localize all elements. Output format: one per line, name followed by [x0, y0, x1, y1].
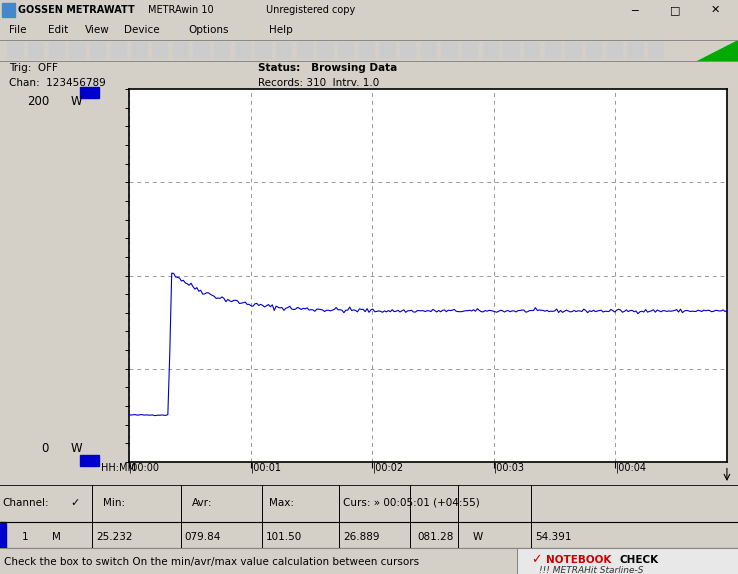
Bar: [627, 42, 644, 59]
Bar: [297, 42, 313, 59]
Bar: [503, 42, 520, 59]
Text: W: W: [71, 443, 83, 455]
Text: Edit: Edit: [48, 25, 68, 35]
Text: M: M: [52, 532, 61, 542]
Bar: [2, 3, 15, 17]
Text: Curs: » 00:05:01 (+04:55): Curs: » 00:05:01 (+04:55): [343, 498, 480, 508]
Text: W: W: [472, 532, 483, 542]
Bar: [131, 42, 148, 59]
Text: |00:00: |00:00: [129, 463, 160, 473]
Bar: [152, 42, 168, 59]
Bar: [483, 42, 499, 59]
Text: METRAwin 10: METRAwin 10: [148, 5, 213, 15]
Bar: [338, 42, 354, 59]
Bar: [524, 42, 540, 59]
Bar: [317, 42, 334, 59]
Text: |00:03: |00:03: [494, 463, 525, 473]
Text: |00:04: |00:04: [615, 463, 646, 473]
Text: Channel:: Channel:: [2, 498, 49, 508]
Text: 54.391: 54.391: [535, 532, 571, 542]
Text: Min:: Min:: [103, 498, 125, 508]
Bar: [545, 42, 561, 59]
Text: Trig:  OFF: Trig: OFF: [9, 63, 58, 73]
Text: Unregistered copy: Unregistered copy: [266, 5, 355, 15]
Text: ✓: ✓: [531, 553, 542, 567]
Bar: [400, 42, 416, 59]
Polygon shape: [697, 40, 738, 61]
Text: ✕: ✕: [711, 5, 720, 15]
Text: Records: 310  Intrv. 1.0: Records: 310 Intrv. 1.0: [258, 78, 379, 88]
Bar: [235, 42, 251, 59]
Text: 1: 1: [22, 532, 29, 542]
Text: |00:01: |00:01: [251, 463, 282, 473]
Bar: [255, 42, 272, 59]
Text: HH:MM: HH:MM: [101, 463, 136, 473]
Text: View: View: [85, 25, 110, 35]
Bar: [565, 42, 582, 59]
Bar: [111, 42, 127, 59]
Bar: [69, 42, 86, 59]
Text: 25.232: 25.232: [96, 532, 132, 542]
Bar: [462, 42, 478, 59]
Bar: [586, 42, 602, 59]
Text: Status:   Browsing Data: Status: Browsing Data: [258, 63, 398, 73]
Bar: [0, 522, 6, 548]
Text: |00:02: |00:02: [372, 463, 404, 473]
Text: Avr:: Avr:: [192, 498, 213, 508]
Text: Help: Help: [269, 25, 293, 35]
Text: 0: 0: [42, 443, 49, 455]
Bar: [607, 42, 623, 59]
Text: 26.889: 26.889: [343, 532, 379, 542]
Bar: [359, 42, 375, 59]
Text: CHECK: CHECK: [620, 555, 659, 565]
Text: File: File: [9, 25, 27, 35]
Text: W: W: [71, 95, 83, 107]
Text: 101.50: 101.50: [266, 532, 302, 542]
Text: 081.28: 081.28: [417, 532, 453, 542]
Text: ✓: ✓: [70, 498, 80, 508]
Text: Check the box to switch On the min/avr/max value calculation between cursors: Check the box to switch On the min/avr/m…: [4, 557, 419, 567]
Bar: [441, 42, 458, 59]
Text: Options: Options: [188, 25, 229, 35]
Bar: [379, 42, 396, 59]
Bar: [193, 42, 210, 59]
Bar: [80, 455, 100, 466]
Text: Max:: Max:: [269, 498, 294, 508]
Bar: [80, 87, 100, 98]
Bar: [173, 42, 189, 59]
Bar: [214, 42, 230, 59]
Text: 079.84: 079.84: [184, 532, 221, 542]
Bar: [49, 42, 65, 59]
Bar: [421, 42, 437, 59]
Text: 200: 200: [27, 95, 49, 107]
Bar: [28, 42, 44, 59]
Text: □: □: [670, 5, 680, 15]
Bar: [90, 42, 106, 59]
Text: Device: Device: [124, 25, 159, 35]
Text: !!! METRAHit Starline-S: !!! METRAHit Starline-S: [539, 567, 644, 574]
Bar: [276, 42, 292, 59]
Bar: [648, 42, 664, 59]
Text: NOTEBOOK: NOTEBOOK: [546, 555, 612, 565]
Bar: [7, 42, 24, 59]
Text: GOSSEN METRAWATT: GOSSEN METRAWATT: [18, 5, 135, 15]
Text: ─: ─: [631, 5, 638, 15]
Bar: [517, 548, 738, 574]
Text: Chan:  123456789: Chan: 123456789: [9, 78, 106, 88]
